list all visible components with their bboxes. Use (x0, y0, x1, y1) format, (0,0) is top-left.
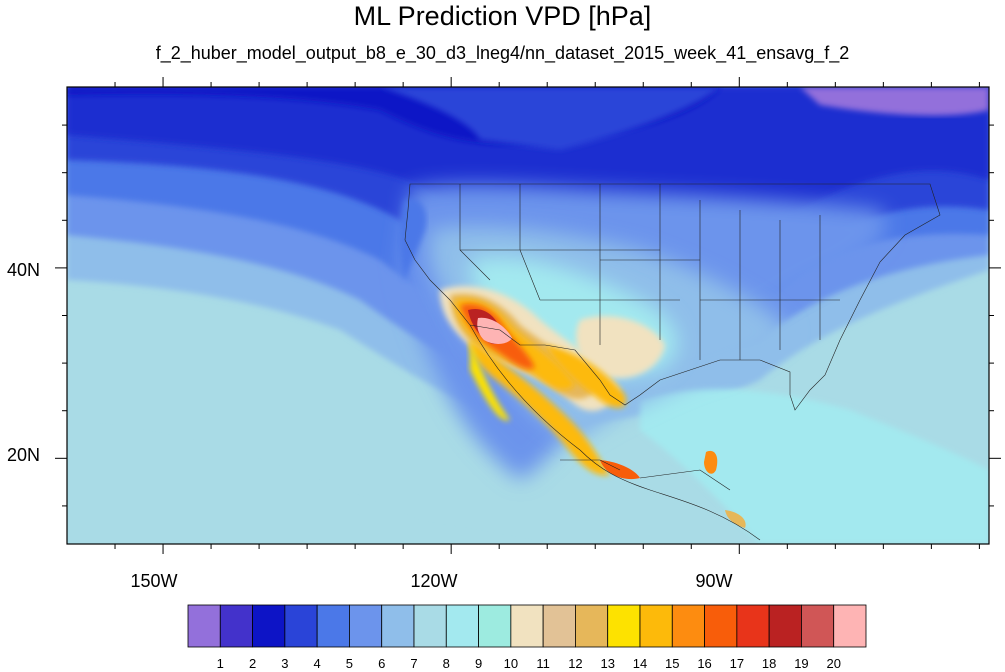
colorbar-label: 12 (568, 656, 583, 671)
boundaries (404, 183, 941, 541)
colorbar-swatch (252, 604, 286, 648)
colorbar-label: 1 (216, 656, 224, 671)
colorbar-label: 2 (248, 656, 257, 671)
lon-tick-label: 120W (410, 571, 458, 591)
colorbar-swatch (607, 604, 641, 648)
colorbar-swatch (381, 604, 415, 648)
lon-tick-label: 150W (130, 571, 178, 591)
colorbar-swatch (833, 604, 867, 648)
lat-tick-label: 20N (6, 445, 40, 465)
colorbar-label: 3 (281, 656, 289, 671)
colorbar-label: 8 (442, 656, 450, 671)
colorbar-label: 7 (410, 656, 418, 671)
colorbar-swatch (413, 604, 447, 648)
axis-ticks (55, 77, 1001, 554)
colorbar-label: 11 (536, 656, 550, 671)
colorbar-swatch (510, 604, 544, 648)
colorbar-label: 13 (600, 656, 615, 671)
colorbar-swatch (704, 604, 738, 648)
colorbar-swatch (639, 604, 673, 648)
colorbar-swatch (575, 604, 609, 648)
colorbar-label: 15 (665, 656, 680, 671)
colorbar-label: 19 (794, 656, 809, 671)
colorbar-swatch (219, 604, 253, 648)
vpd-field (67, 87, 989, 544)
map-subtitle: f_2_huber_model_output_b8_e_30_d3_lneg4/… (155, 43, 850, 63)
map-title: ML Prediction VPD [hPa] (353, 1, 652, 31)
colorbar-swatch (736, 604, 770, 648)
colorbar-label: 10 (503, 656, 519, 671)
colorbar-swatch (187, 604, 221, 648)
colorbar-label: 20 (826, 656, 841, 671)
colorbar-label: 17 (729, 656, 745, 671)
colorbar-swatch (316, 604, 350, 648)
colorbar-label: 14 (632, 656, 648, 671)
colorbar-label: 18 (761, 656, 777, 671)
colorbar-swatch (801, 604, 835, 648)
colorbar-label: 5 (345, 656, 354, 671)
lat-tick-label: 40N (6, 260, 40, 280)
colorbar-swatch (349, 604, 383, 648)
colorbar-swatch (768, 604, 802, 648)
colorbar-swatch (445, 604, 479, 648)
colorbar-label: 6 (378, 656, 386, 671)
lon-tick-label: 90W (695, 571, 733, 591)
colorbar-label: 16 (697, 656, 712, 671)
colorbar-label: 9 (474, 656, 483, 671)
colorbar-swatch (542, 604, 576, 648)
colorbar-swatch (671, 604, 705, 648)
colorbar-swatch (284, 604, 318, 648)
colorbar-label: 4 (313, 656, 321, 671)
colorbar-swatch (478, 604, 512, 648)
